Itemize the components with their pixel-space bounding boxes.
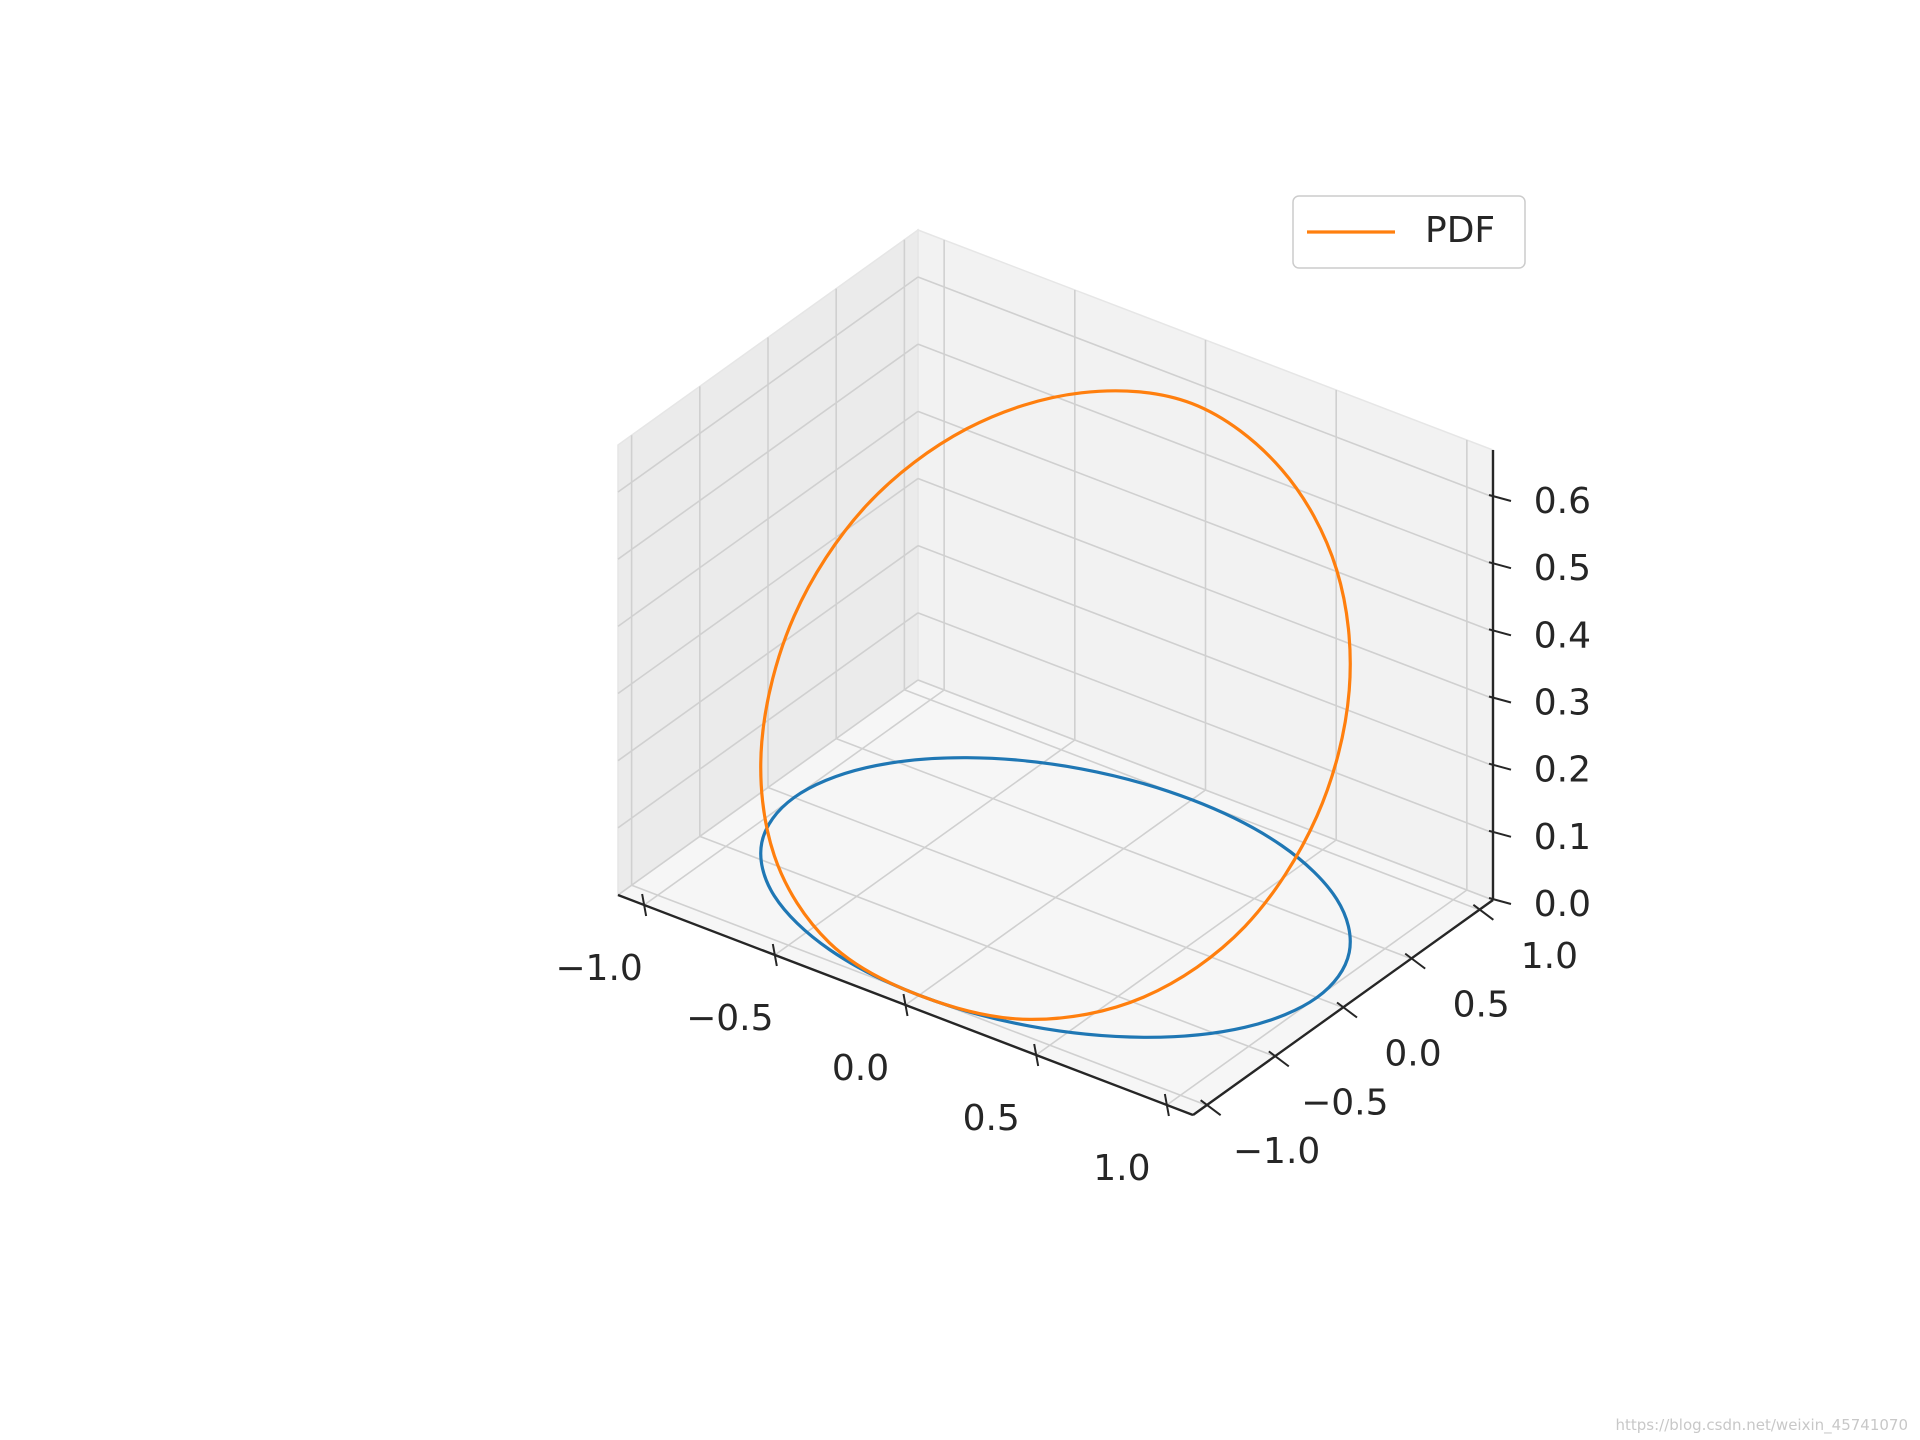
y-tick-label: 1.0 — [1521, 936, 1578, 977]
x-tick-label: −0.5 — [686, 998, 773, 1039]
grid-line — [917, 276, 1494, 498]
y-tick-mark — [1472, 903, 1494, 921]
z-tick-mark — [1488, 494, 1512, 502]
grid-line — [617, 612, 919, 829]
grid-line — [617, 343, 919, 560]
z-tick-label: 0.1 — [1534, 817, 1591, 858]
z-tick-label: 0.3 — [1534, 683, 1591, 724]
z-tick-mark — [1488, 762, 1512, 771]
y-tick-label: 0.5 — [1453, 985, 1510, 1026]
watermark-text: https://blog.csdn.net/weixin_45741070 — [1615, 1416, 1908, 1434]
grid-line — [917, 679, 1494, 901]
legend: PDF — [1292, 195, 1526, 269]
grid-lines — [617, 239, 1494, 1106]
grid-line — [917, 477, 1494, 700]
grid-line — [835, 737, 1412, 960]
z-tick-label: 0.2 — [1534, 750, 1591, 791]
grid-line — [617, 276, 919, 493]
y-tick-label: −1.0 — [1233, 1131, 1320, 1172]
y-tick-mark — [1200, 1099, 1222, 1117]
grid-line — [917, 612, 1494, 834]
grid-line — [699, 835, 1276, 1058]
grid-line — [917, 544, 1494, 767]
z-tick-label: 0.5 — [1534, 548, 1591, 589]
y-tick-mark — [1268, 1050, 1290, 1068]
grid-line — [617, 477, 919, 695]
z-tick-mark — [1488, 829, 1512, 838]
x-tick-mark — [1163, 1093, 1170, 1117]
x-tick-mark — [1033, 1043, 1040, 1067]
y-tick-label: 0.0 — [1384, 1034, 1441, 1075]
axes: −1.0 −0.5 0.0 0.5 1.0 −1.0 −0.5 0.0 0.5 1.0 0.0 0.1… — [555, 450, 1591, 1189]
grid-line — [917, 343, 1494, 565]
x-tick-mark — [641, 893, 648, 917]
grid-line — [617, 410, 919, 627]
x-tick-label: 0.0 — [832, 1048, 889, 1089]
x-tick-label: −1.0 — [555, 948, 642, 989]
series-lines — [759, 389, 1352, 1039]
x-tick-mark — [771, 943, 778, 967]
y-tick-label: −0.5 — [1301, 1082, 1388, 1123]
z-tick-mark — [1488, 897, 1512, 905]
grid-line — [617, 679, 919, 896]
grid-line — [917, 410, 1494, 633]
legend-box — [1292, 195, 1526, 269]
z-tick-mark — [1488, 561, 1512, 570]
z-tick-label: 0.6 — [1534, 481, 1591, 522]
x-tick-mark — [902, 993, 909, 1017]
series-1-line — [759, 756, 1352, 1039]
z-tick-mark — [1488, 695, 1512, 704]
x-tick-label: 0.5 — [963, 1098, 1020, 1139]
z-tick-label: 0.0 — [1534, 884, 1591, 925]
y-tick-mark — [1404, 952, 1426, 970]
series-pdf-line — [759, 389, 1352, 1022]
legend-label: PDF — [1425, 210, 1495, 251]
y-tick-mark — [1336, 1001, 1358, 1019]
grid-line — [617, 545, 919, 762]
z-tick-label: 0.4 — [1534, 615, 1591, 656]
x-tick-label: 1.0 — [1093, 1148, 1150, 1189]
grid-line — [767, 786, 1344, 1009]
z-tick-mark — [1488, 628, 1512, 637]
